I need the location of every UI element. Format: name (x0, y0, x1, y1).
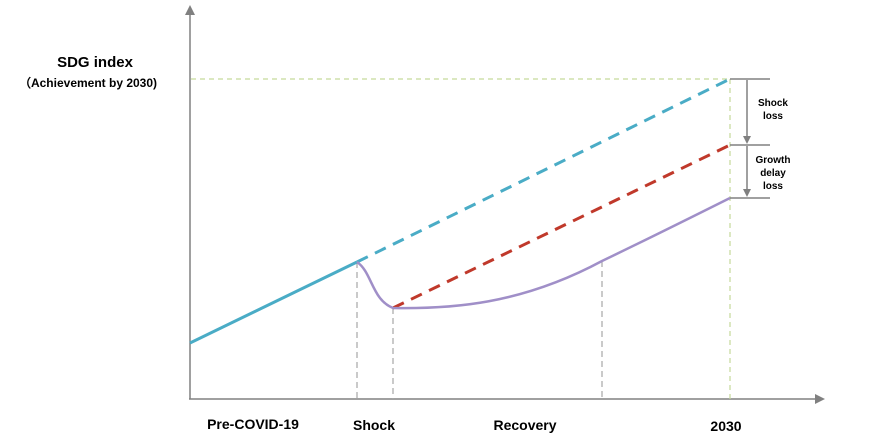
growth-delay-label-line-1: Growth (756, 155, 791, 166)
growth-delay-label-line-2: delay (760, 168, 786, 179)
shock-loss-label-line-1: Shock (758, 98, 788, 109)
x-label-2030: 2030 (710, 418, 741, 434)
shock-loss-label-line-2: loss (763, 111, 783, 122)
x-label-pre-covid: Pre-COVID-19 (207, 416, 299, 432)
pre-covid-trend-line (189, 260, 358, 345)
delayed-projection-line (392, 143, 731, 310)
actual-path-line (356, 196, 731, 310)
baseline-projection-line (356, 77, 731, 264)
growth-delay-label-line-3: loss (763, 181, 783, 192)
y-axis-subtitle: （Achievement by 2030) (19, 75, 157, 90)
y-axis-title: SDG index (57, 54, 134, 71)
x-label-recovery: Recovery (493, 417, 556, 433)
x-label-shock: Shock (353, 417, 395, 433)
